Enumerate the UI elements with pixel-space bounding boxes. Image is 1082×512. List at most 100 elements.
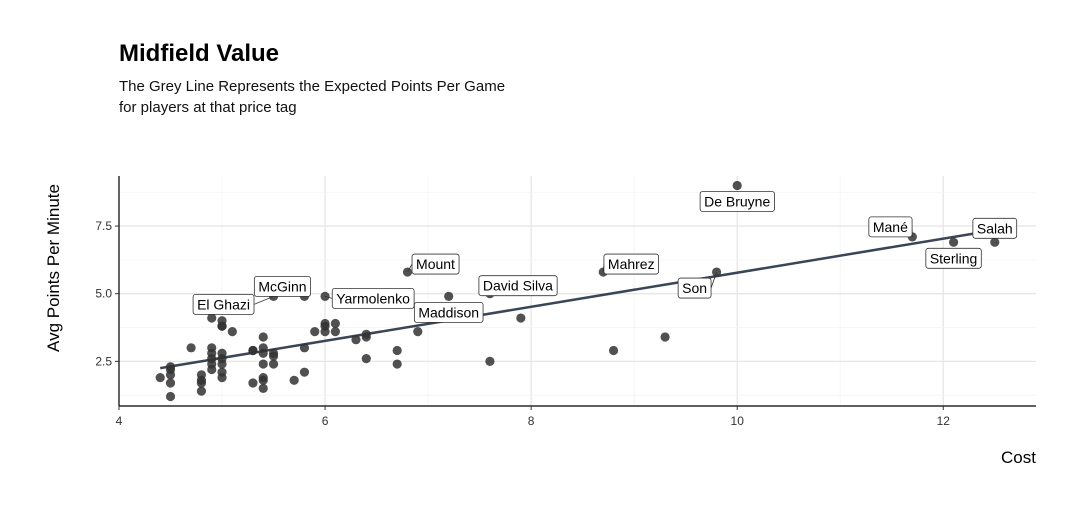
data-point bbox=[289, 375, 299, 385]
x-tick-label: 12 bbox=[937, 414, 951, 428]
axes: 4 6 8 10 12 2.5 5.0 7.5 bbox=[95, 176, 1036, 428]
data-point bbox=[217, 321, 227, 331]
data-point bbox=[660, 332, 670, 342]
data-point bbox=[268, 359, 279, 369]
data-point bbox=[248, 345, 258, 356]
data-point bbox=[196, 386, 207, 396]
data-point bbox=[217, 348, 227, 358]
y-tick-label: 7.5 bbox=[95, 219, 112, 233]
point-label-box bbox=[253, 276, 311, 297]
data-point bbox=[217, 367, 227, 377]
point-label-box bbox=[603, 253, 660, 275]
chart-title: Midfield Value bbox=[119, 40, 280, 67]
point-label-box bbox=[192, 294, 255, 315]
data-point bbox=[248, 378, 258, 388]
point-label: Mahrez bbox=[602, 253, 660, 275]
data-point bbox=[258, 383, 268, 394]
chart-subtitle: The Grey Line Represents the Expected Po… bbox=[119, 76, 619, 118]
point-label: Salah bbox=[972, 217, 1018, 239]
data-point bbox=[196, 370, 207, 380]
data-point bbox=[186, 343, 196, 353]
trend-line bbox=[160, 228, 995, 370]
data-point bbox=[165, 378, 176, 388]
point-label: Son bbox=[677, 271, 717, 299]
point-label-box bbox=[413, 302, 484, 323]
label-leader-line bbox=[253, 296, 274, 305]
data-point bbox=[258, 343, 268, 353]
point-label-text: El Ghazi bbox=[197, 296, 250, 312]
data-point bbox=[299, 343, 310, 353]
data-point bbox=[361, 354, 371, 364]
point-label: El Ghazi bbox=[192, 294, 274, 315]
y-tick-label: 2.5 bbox=[95, 354, 112, 368]
x-tick-label: 10 bbox=[731, 414, 745, 428]
point-label-box bbox=[478, 275, 558, 297]
data-point bbox=[485, 356, 495, 366]
data-point bbox=[732, 180, 742, 191]
data-point bbox=[990, 237, 1000, 247]
point-label-text: Sterling bbox=[930, 250, 977, 266]
point-label: Yarmolenko bbox=[324, 288, 415, 309]
point-label: Mount bbox=[407, 253, 460, 275]
data-point bbox=[268, 348, 279, 358]
data-point bbox=[165, 362, 176, 372]
trend-line-group bbox=[160, 228, 995, 370]
data-point bbox=[207, 343, 217, 353]
point-label-text: De Bruyne bbox=[704, 193, 770, 209]
x-tick-label: 6 bbox=[322, 414, 329, 428]
point-label: McGinn bbox=[253, 276, 311, 297]
point-label: De Bruyne bbox=[699, 191, 775, 212]
point-label-box bbox=[677, 277, 712, 299]
subtitle-line-2: for players at that price tag bbox=[119, 99, 297, 116]
data-point bbox=[258, 359, 268, 369]
data-point bbox=[227, 326, 237, 337]
data-point bbox=[165, 391, 176, 402]
data-point bbox=[299, 367, 310, 377]
point-label-text: Mahrez bbox=[608, 256, 655, 272]
label-leader-line bbox=[324, 296, 333, 299]
y-tick-label: 5.0 bbox=[95, 287, 112, 301]
label-leader-line bbox=[407, 263, 413, 273]
point-label-box bbox=[868, 216, 913, 238]
data-point bbox=[258, 372, 268, 383]
point-label-text: McGinn bbox=[258, 278, 306, 294]
data-point bbox=[310, 326, 320, 337]
point-label-text: Son bbox=[682, 280, 707, 296]
data-point bbox=[444, 291, 454, 302]
point-label: David Silva bbox=[478, 275, 558, 297]
data-point bbox=[155, 372, 165, 383]
data-point bbox=[392, 345, 402, 356]
data-point bbox=[413, 326, 423, 337]
label-leader-line bbox=[710, 271, 717, 289]
data-point bbox=[351, 335, 361, 345]
data-point bbox=[320, 318, 330, 329]
subtitle-line-1: The Grey Line Represents the Expected Po… bbox=[119, 78, 506, 95]
point-label-text: Mount bbox=[416, 256, 455, 272]
data-point bbox=[330, 318, 340, 329]
data-point bbox=[361, 329, 371, 339]
x-axis-title: Cost bbox=[1001, 448, 1036, 467]
point-label-box bbox=[972, 217, 1018, 239]
point-label-text: Mané bbox=[873, 219, 908, 235]
point-label-text: David Silva bbox=[483, 278, 553, 294]
x-tick-label: 8 bbox=[528, 414, 535, 428]
data-point bbox=[711, 267, 722, 277]
data-point bbox=[392, 359, 402, 369]
data-point bbox=[608, 345, 619, 356]
point-label-text: Salah bbox=[977, 220, 1013, 236]
data-point bbox=[948, 237, 959, 247]
point-label-box bbox=[699, 191, 775, 212]
point-label: Sterling bbox=[925, 247, 982, 269]
point-label-box bbox=[411, 253, 460, 275]
point-label-box bbox=[331, 288, 415, 309]
data-point bbox=[207, 313, 217, 323]
data-point bbox=[258, 332, 268, 342]
point-label-box bbox=[925, 247, 982, 269]
point-label-text: Maddison bbox=[418, 304, 479, 320]
point-label-text: Yarmolenko bbox=[336, 290, 410, 306]
point-label: Mané bbox=[868, 216, 913, 238]
point-label: Maddison bbox=[413, 302, 484, 323]
y-axis-title: Avg Points Per Minute bbox=[44, 184, 63, 352]
